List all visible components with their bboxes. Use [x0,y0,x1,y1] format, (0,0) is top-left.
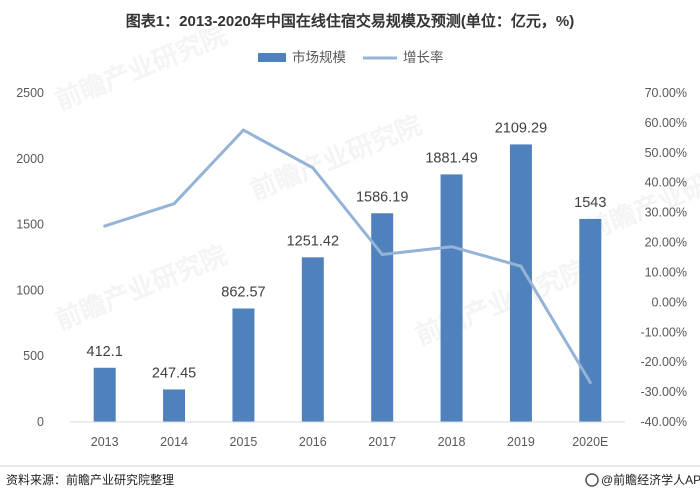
y-left-tick-label: 2000 [16,152,44,166]
y-axis-left: 0 500 1000 1500 2000 2500 [16,86,44,429]
y-right-tick-label: 20.00% [645,236,687,250]
growth-point [588,381,592,385]
x-tick-label: 2016 [299,435,327,449]
bar-value-label: 1586.19 [356,189,408,205]
bar-value-label: 247.45 [152,365,196,381]
y-right-tick-label: 70.00% [645,86,687,100]
chart-title: 图表1：2013-2020年中国在线住宿交易规模及预测(单位：亿元，%) [126,12,574,30]
growth-point [241,128,245,132]
y-left-tick-label: 2500 [16,86,44,100]
growth-point [172,202,176,206]
y-right-tick-label: 40.00% [645,176,687,190]
growth-point [311,166,315,170]
bar [509,144,532,423]
brand-logo-icon [585,473,599,487]
y-axis-right: -40.00% -30.00% -20.00% -10.00% 0.00% 10.00% 2… [640,86,687,429]
y-left-tick-label: 1000 [16,283,44,297]
y-right-tick-label: -10.00% [640,325,687,339]
bar [163,389,186,422]
bar [93,367,116,422]
x-tick-label: 2017 [368,435,396,449]
x-tick-label: 2019 [507,435,535,449]
bar-value-label: 2109.29 [495,120,547,136]
brand: @前瞻经济学人APP [585,472,700,487]
watermark-text: 前瞻产业研究院 [51,240,231,336]
bar-value-label: 1251.42 [287,233,339,249]
growth-point [380,253,384,257]
growth-point [103,224,107,228]
bar [301,257,324,422]
bar-value-label: 412.1 [87,344,123,360]
line-series [103,128,592,385]
y-left-tick-label: 0 [37,415,44,429]
y-left-tick-label: 500 [23,349,44,363]
y-right-tick-label: 50.00% [645,146,687,160]
bar [232,308,255,422]
bar-value-label: 1543 [574,195,606,211]
growth-point [450,245,454,249]
watermark-text: 前瞻产业研究院 [51,20,231,116]
y-right-tick-label: -20.00% [640,355,687,369]
bar [440,174,463,422]
legend: 市场规模 增长率 [258,49,444,65]
y-right-tick-label: 10.00% [645,265,687,279]
y-right-tick-label: 0.00% [652,295,687,309]
bar-value-label: 1881.49 [425,150,477,166]
source-note: 资料来源：前瞻产业研究院整理 [6,472,174,487]
legend-line-label: 增长率 [403,49,444,65]
x-axis: 2013 2014 2015 2016 2017 2018 2019 2020E [70,421,625,449]
data-labels: 412.1 247.45 862.57 1251.42 1586.19 1881.49 21… [87,120,607,381]
legend-bar-label: 市场规模 [292,49,346,65]
bar-value-label: 862.57 [221,284,265,300]
y-right-tick-label: 60.00% [645,116,687,130]
legend-bar-swatch [258,53,286,62]
y-right-tick-label: 30.00% [645,206,687,220]
y-left-tick-label: 1500 [16,218,44,232]
y-right-tick-label: -30.00% [640,385,687,399]
growth-line [104,128,592,384]
x-tick-label: 2018 [438,435,466,449]
growth-point [519,264,523,268]
x-tick-label: 2015 [230,435,258,449]
x-tick-label: 2020E [572,435,608,449]
bar [371,213,394,422]
y-right-tick-label: -40.00% [640,415,687,429]
x-tick-label: 2014 [160,435,188,449]
bar [579,218,602,422]
brand-text: @前瞻经济学人APP [601,472,700,487]
x-tick-label: 2013 [91,435,119,449]
